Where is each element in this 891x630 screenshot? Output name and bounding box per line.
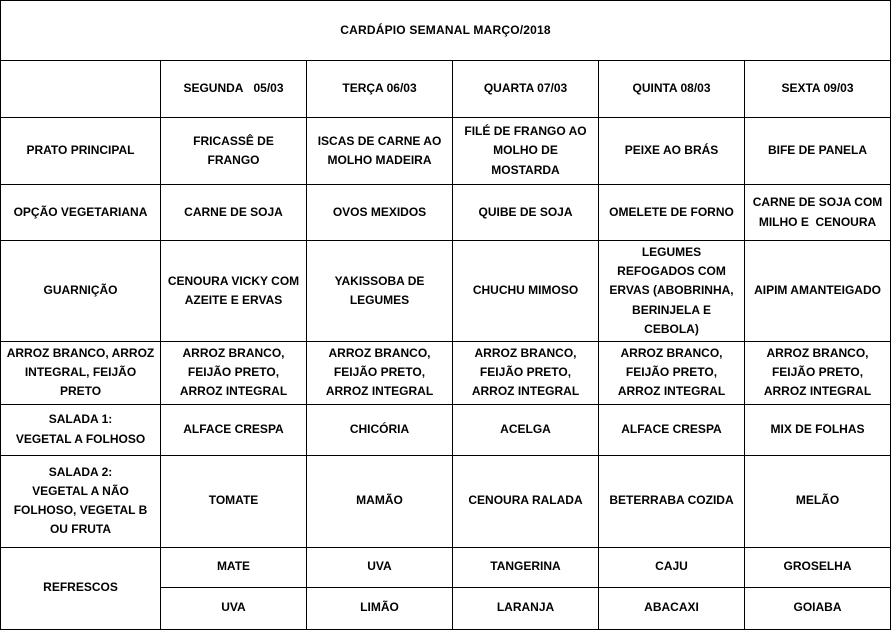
row-label-salada-2: SALADA 2: VEGETAL A NÃO FOLHOSO, VEGETAL… bbox=[0, 454, 161, 548]
menu-cell: ARROZ BRANCO, FEIJÃO PRETO, ARROZ INTEGR… bbox=[452, 340, 599, 405]
menu-cell: YAKISSOBA DE LEGUMES bbox=[306, 240, 453, 342]
menu-cell: MAMÃO bbox=[306, 454, 453, 548]
menu-cell: TOMATE bbox=[160, 454, 307, 548]
menu-cell: CHICÓRIA bbox=[306, 403, 453, 456]
menu-cell: MELÃO bbox=[743, 454, 891, 548]
table-row-refrescos-1: REFRESCOS MATE UVA TANGERINA CAJU GROSEL… bbox=[0, 546, 891, 630]
corner-cell bbox=[0, 60, 161, 118]
menu-cell: ARROZ BRANCO, FEIJÃO PRETO, ARROZ INTEGR… bbox=[306, 340, 453, 405]
menu-cell: CENOURA RALADA bbox=[452, 454, 599, 548]
menu-cell: CAJU bbox=[598, 546, 745, 588]
row-label-prato-principal: PRATO PRINCIPAL bbox=[0, 117, 161, 185]
table-row-salada-1: SALADA 1: VEGETAL A FOLHOSO ALFACE CRESP… bbox=[0, 403, 891, 456]
menu-cell: BETERRABA COZIDA bbox=[598, 454, 745, 548]
menu-cell: CARNE DE SOJA COM MILHO E CENOURA bbox=[743, 184, 891, 241]
menu-cell: ABACAXI bbox=[598, 586, 745, 630]
table-row-opcao-vegetariana: OPÇÃO VEGETARIANA CARNE DE SOJA OVOS MEX… bbox=[0, 184, 891, 241]
menu-cell: CENOURA VICKY COM AZEITE E ERVAS bbox=[160, 240, 307, 342]
column-header-quarta: QUARTA 07/03 bbox=[452, 60, 599, 118]
menu-cell: ACELGA bbox=[452, 403, 599, 456]
row-label-salada-1: SALADA 1: VEGETAL A FOLHOSO bbox=[0, 403, 161, 456]
menu-cell: FILÉ DE FRANGO AO MOLHO DE MOSTARDA bbox=[452, 117, 599, 185]
table-row-arroz-feijao: ARROZ BRANCO, ARROZ INTEGRAL, FEIJÃO PRE… bbox=[0, 340, 891, 405]
table-row-guarnicao: GUARNIÇÃO CENOURA VICKY COM AZEITE E ERV… bbox=[0, 240, 891, 342]
menu-cell: UVA bbox=[306, 546, 453, 588]
menu-cell: OMELETE DE FORNO bbox=[598, 184, 745, 241]
menu-cell: GOIABA bbox=[743, 586, 891, 630]
column-header-quinta: QUINTA 08/03 bbox=[598, 60, 745, 118]
column-header-terca: TERÇA 06/03 bbox=[306, 60, 453, 118]
row-label-arroz-feijao: ARROZ BRANCO, ARROZ INTEGRAL, FEIJÃO PRE… bbox=[0, 340, 161, 405]
title-row: CARDÁPIO SEMANAL MARÇO/2018 bbox=[0, 0, 891, 61]
page-title: CARDÁPIO SEMANAL MARÇO/2018 bbox=[0, 0, 891, 61]
menu-cell: GROSELHA bbox=[743, 546, 891, 588]
menu-cell: PEIXE AO BRÁS bbox=[598, 117, 745, 185]
row-label-guarnicao: GUARNIÇÃO bbox=[0, 240, 161, 342]
menu-cell: FRICASSÊ DE FRANGO bbox=[160, 117, 307, 185]
menu-cell: ISCAS DE CARNE AO MOLHO MADEIRA bbox=[306, 117, 453, 185]
menu-cell: ARROZ BRANCO, FEIJÃO PRETO, ARROZ INTEGR… bbox=[160, 340, 307, 405]
menu-cell: ALFACE CRESPA bbox=[160, 403, 307, 456]
menu-cell: CHUCHU MIMOSO bbox=[452, 240, 599, 342]
table-row-prato-principal: PRATO PRINCIPAL FRICASSÊ DE FRANGO ISCAS… bbox=[0, 117, 891, 185]
menu-cell: ARROZ BRANCO, FEIJÃO PRETO, ARROZ INTEGR… bbox=[598, 340, 745, 405]
column-header-segunda: SEGUNDA 05/03 bbox=[160, 60, 307, 118]
menu-cell: CARNE DE SOJA bbox=[160, 184, 307, 241]
column-header-sexta: SEXTA 09/03 bbox=[743, 60, 891, 118]
menu-cell: AIPIM AMANTEIGADO bbox=[743, 240, 891, 342]
menu-cell: MATE bbox=[160, 546, 307, 588]
menu-cell: LEGUMES REFOGADOS COM ERVAS (ABOBRINHA, … bbox=[598, 240, 745, 342]
menu-cell: ALFACE CRESPA bbox=[598, 403, 745, 456]
table-row-salada-2: SALADA 2: VEGETAL A NÃO FOLHOSO, VEGETAL… bbox=[0, 454, 891, 548]
row-label-refrescos: REFRESCOS bbox=[0, 546, 161, 630]
menu-cell: ARROZ BRANCO, FEIJÃO PRETO, ARROZ INTEGR… bbox=[743, 340, 891, 405]
row-label-opcao-vegetariana: OPÇÃO VEGETARIANA bbox=[0, 184, 161, 241]
menu-cell: LARANJA bbox=[452, 586, 599, 630]
menu-cell: UVA bbox=[160, 586, 307, 630]
menu-cell: QUIBE DE SOJA bbox=[452, 184, 599, 241]
menu-cell: LIMÃO bbox=[306, 586, 453, 630]
menu-cell: OVOS MEXIDOS bbox=[306, 184, 453, 241]
menu-cell: TANGERINA bbox=[452, 546, 599, 588]
header-row: SEGUNDA 05/03 TERÇA 06/03 QUARTA 07/03 Q… bbox=[0, 60, 891, 118]
menu-cell: MIX DE FOLHAS bbox=[743, 403, 891, 456]
menu-cell: BIFE DE PANELA bbox=[743, 117, 891, 185]
